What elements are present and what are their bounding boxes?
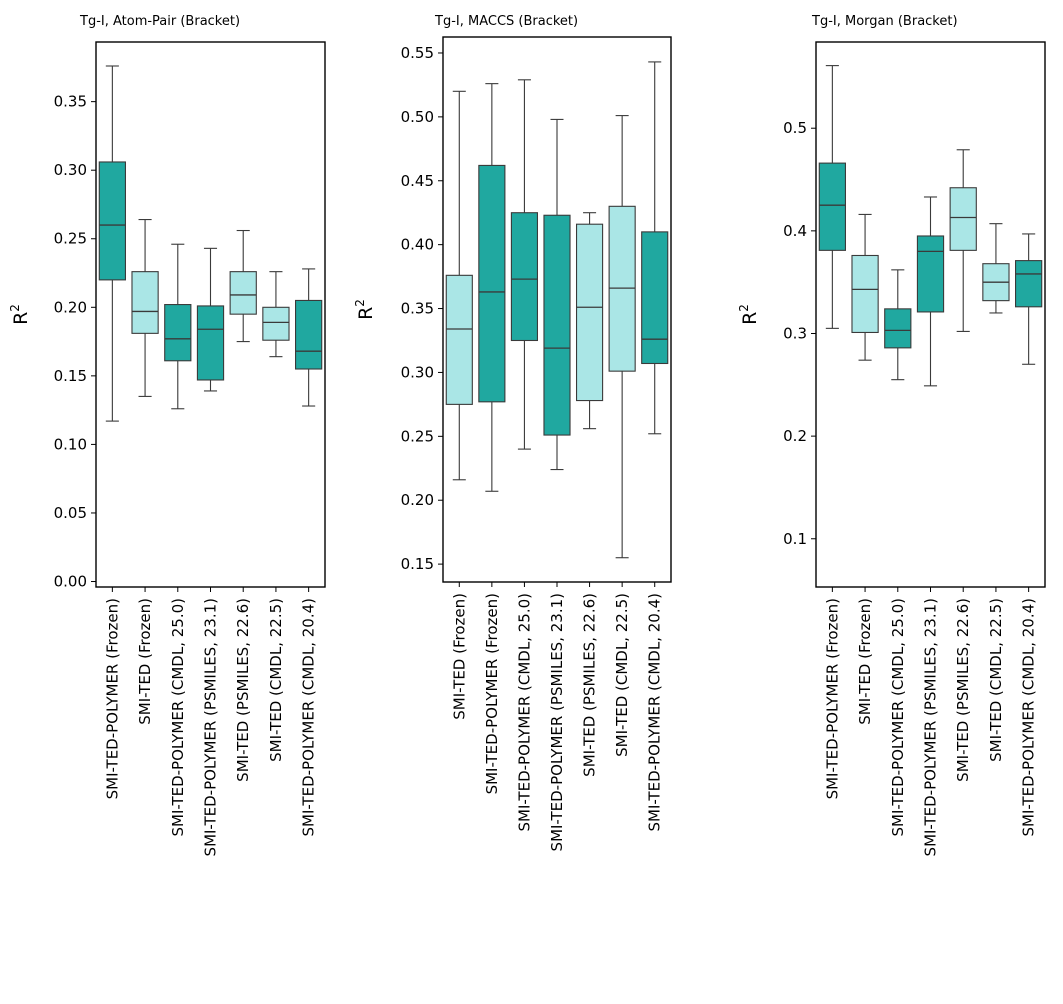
- box-iqr: [641, 231, 669, 365]
- x-category-label: SMI-TED (PSMILES, 22.6): [234, 598, 252, 782]
- box-5: [229, 229, 257, 343]
- x-category-label: SMI-TED-POLYMER (PSMILES, 23.1): [202, 598, 220, 856]
- x-category-label: SMI-TED-POLYMER (CMDL, 25.0): [169, 598, 187, 836]
- x-category-label: SMI-TED (CMDL, 22.5): [267, 598, 285, 762]
- box-3: [164, 243, 192, 410]
- y-tick-label: 0.35: [401, 300, 434, 318]
- y-axis-label: R2: [8, 304, 32, 325]
- y-tick-label: 0.15: [54, 367, 87, 385]
- y-tick-label: 0.2: [783, 427, 807, 445]
- y-tick-label: 0.20: [401, 491, 434, 509]
- x-category-label: SMI-TED (PSMILES, 22.6): [954, 598, 972, 782]
- box-6: [608, 115, 636, 559]
- box-iqr: [818, 162, 846, 251]
- chart-panel-3: Tg-I, Morgan (Bracket) 0.1 0.2 0.3 0.4 0.5 R2 S…: [737, 14, 1046, 856]
- box-iqr: [949, 187, 977, 251]
- box-iqr: [262, 306, 290, 341]
- y-tick-label: 0.3: [783, 324, 807, 342]
- y-axis-label: R2: [353, 299, 377, 320]
- box-iqr: [575, 223, 604, 402]
- box-1: [445, 90, 473, 481]
- x-category-label: SMI-TED (CMDL, 22.5): [613, 593, 631, 757]
- y-tick-label: 0.1: [783, 530, 807, 548]
- x-category-label: SMI-TED-POLYMER (Frozen): [103, 598, 121, 799]
- x-category-label: SMI-TED (PSMILES, 22.6): [581, 593, 599, 777]
- x-category-label: SMI-TED-POLYMER (CMDL, 20.4): [1020, 598, 1038, 836]
- y-tick-label: 0.50: [401, 108, 434, 126]
- box-1: [818, 65, 846, 329]
- box-iqr: [510, 212, 539, 342]
- y-tick-label: 0.30: [401, 363, 434, 381]
- y-tick-label: 0.25: [401, 427, 434, 445]
- box-3: [884, 269, 912, 381]
- y-axis-label: R2: [737, 304, 761, 325]
- box-2: [131, 219, 159, 397]
- y-tick-label: 0.30: [54, 161, 87, 179]
- y-tick-label: 0.20: [54, 298, 87, 316]
- box-7: [1015, 233, 1043, 365]
- y-tick-label: 0.25: [54, 230, 87, 248]
- box-2: [851, 213, 879, 361]
- box-iqr: [916, 235, 945, 313]
- box-iqr: [229, 271, 257, 315]
- y-tick-label: 0.55: [401, 44, 434, 62]
- y-tick-label: 0.4: [783, 222, 807, 240]
- box-4: [916, 196, 945, 387]
- box-5: [575, 212, 604, 430]
- box-1: [98, 65, 126, 422]
- box-iqr: [295, 299, 323, 370]
- box-4: [196, 247, 225, 392]
- chart-panel-1: Tg-I, Atom-Pair (Bracket) 0.00 0.05 0.10 0.1…: [8, 14, 326, 856]
- y-tick-label: 0.40: [401, 236, 434, 254]
- box-7: [295, 268, 323, 407]
- x-category-label: SMI-TED-POLYMER (CMDL, 20.4): [646, 593, 664, 831]
- box-iqr: [1015, 260, 1043, 308]
- box-iqr: [164, 304, 192, 362]
- box-iqr: [884, 308, 912, 349]
- box-6: [262, 271, 290, 358]
- x-category-label: SMI-TED (Frozen): [450, 593, 468, 720]
- box-4: [543, 118, 571, 471]
- x-category-label: SMI-TED (Frozen): [136, 598, 154, 725]
- y-tick-label: 0.10: [54, 435, 87, 453]
- x-category-label: SMI-TED-POLYMER (PSMILES, 23.1): [548, 593, 566, 851]
- y-tick-label: 0.45: [401, 172, 434, 190]
- box-iqr: [543, 214, 571, 436]
- box-iqr: [196, 305, 225, 381]
- box-iqr: [851, 254, 879, 334]
- chart-title: Tg-I, Atom-Pair (Bracket): [79, 14, 240, 29]
- chart-title: Tg-I, MACCS (Bracket): [434, 14, 578, 29]
- box-iqr: [98, 161, 126, 281]
- x-category-label: SMI-TED-POLYMER (Frozen): [483, 593, 501, 794]
- x-category-label: SMI-TED (CMDL, 22.5): [987, 598, 1005, 762]
- box-iqr: [445, 274, 473, 405]
- plot-frame: [95, 41, 326, 588]
- box-iqr: [131, 271, 159, 334]
- y-tick-label: 0.00: [54, 573, 87, 591]
- box-5: [949, 149, 977, 332]
- box-iqr: [478, 164, 506, 403]
- box-3: [510, 79, 539, 450]
- y-tick-label: 0.5: [783, 119, 807, 137]
- chart-panel-2: Tg-I, MACCS (Bracket) 0.15 0.20 0.25 0.30 0.3…: [353, 14, 672, 851]
- x-category-label: SMI-TED-POLYMER (CMDL, 25.0): [515, 593, 533, 831]
- y-tick-label: 0.35: [54, 93, 87, 111]
- chart-title: Tg-I, Morgan (Bracket): [811, 14, 958, 29]
- box-7: [641, 61, 669, 435]
- box-2: [478, 83, 506, 492]
- box-6: [982, 223, 1010, 314]
- x-category-label: SMI-TED-POLYMER (PSMILES, 23.1): [922, 598, 940, 856]
- x-category-label: SMI-TED-POLYMER (CMDL, 25.0): [889, 598, 907, 836]
- x-category-label: SMI-TED-POLYMER (Frozen): [823, 598, 841, 799]
- x-category-label: SMI-TED-POLYMER (CMDL, 20.4): [300, 598, 318, 836]
- y-tick-label: 0.05: [54, 504, 87, 522]
- plot-frame: [442, 36, 672, 583]
- plot-frame: [815, 41, 1046, 588]
- y-tick-label: 0.15: [401, 555, 434, 573]
- x-category-label: SMI-TED (Frozen): [856, 598, 874, 725]
